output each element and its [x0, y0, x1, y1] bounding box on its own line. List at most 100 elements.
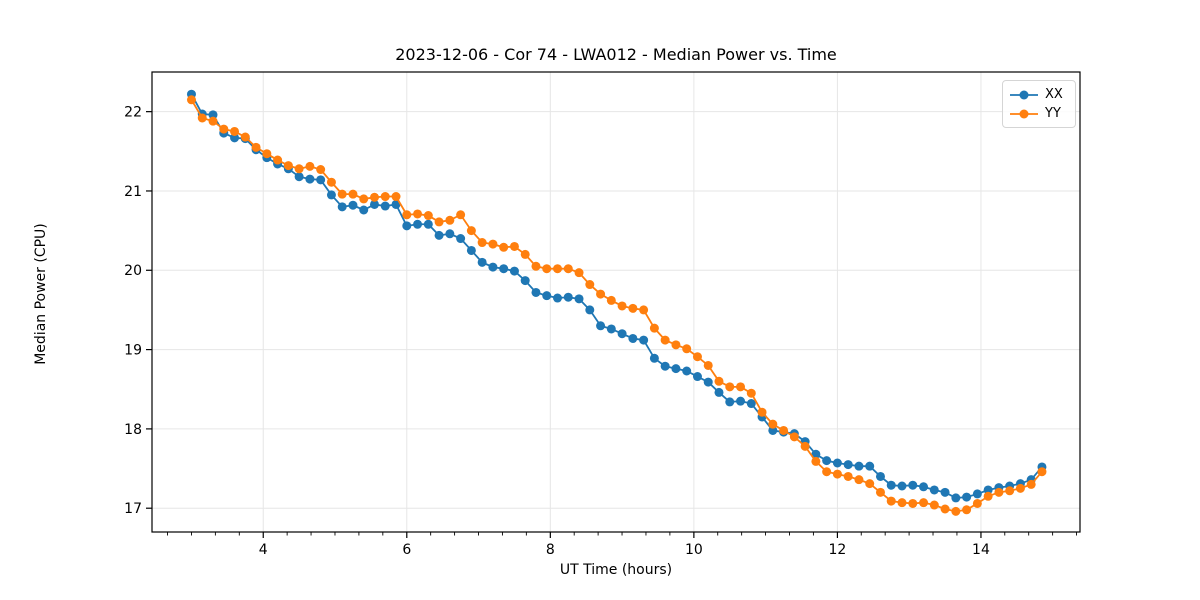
series-yy-marker [736, 382, 746, 392]
series-yy-marker [326, 177, 336, 187]
series-yy-marker [531, 261, 541, 271]
series-yy-marker [746, 388, 756, 398]
y-tick-label: 22 [124, 105, 142, 121]
grid [152, 72, 1080, 532]
y-tick-label: 17 [124, 501, 142, 517]
series-xx-marker [305, 174, 315, 184]
x-tick-label: 14 [972, 542, 990, 558]
series-yy-marker [897, 498, 907, 508]
series-xx-marker [294, 172, 304, 182]
series-xx-marker [854, 461, 864, 471]
series-xx-marker [617, 329, 627, 339]
series-yy-marker [283, 161, 293, 171]
series-xx-marker [951, 493, 961, 503]
series-xx-marker [875, 471, 885, 481]
series-yy-marker [488, 239, 498, 249]
series-xx-marker [908, 480, 918, 490]
series-yy-marker [886, 496, 896, 506]
series-xx-marker [326, 190, 336, 200]
series-yy-marker [456, 210, 466, 220]
series-xx-marker [456, 234, 466, 244]
series-xx-marker [886, 480, 896, 490]
series-xx-marker [919, 482, 929, 492]
series-xx-marker [337, 202, 347, 212]
series-xx-marker [553, 293, 563, 303]
series-yy-marker [240, 132, 250, 142]
x-tick-label: 4 [259, 542, 268, 558]
series-yy-marker [391, 192, 401, 202]
series-xx-marker [423, 219, 433, 229]
series-yy-marker [919, 498, 929, 508]
series-xx-marker [477, 257, 487, 267]
series-xx-marker [348, 200, 358, 210]
series-yy-marker [865, 479, 875, 489]
series-xx-marker [413, 219, 423, 229]
series-yy-marker [466, 226, 476, 236]
series-yy-marker [542, 264, 552, 274]
legend-item-xx: XX [1009, 85, 1073, 104]
series-yy-marker [617, 301, 627, 311]
series-yy-marker [994, 487, 1004, 497]
series-xx-marker [703, 377, 713, 387]
series-xx-marker [660, 361, 670, 371]
series-xx-marker [962, 492, 972, 502]
series-xx-marker [983, 485, 993, 495]
series-xx-marker [682, 366, 692, 376]
series-xx-marker [369, 199, 379, 209]
series-yy-marker [423, 211, 433, 221]
series-yy-marker [692, 352, 702, 362]
series-yy-marker [951, 506, 961, 516]
series-xx-marker [445, 229, 455, 239]
series-yy-marker [305, 161, 315, 171]
series-yy-marker [585, 280, 595, 290]
legend: XX YY [1002, 80, 1076, 128]
x-tick-label: 8 [546, 542, 555, 558]
series-yy-marker [208, 116, 218, 126]
series-yy-marker [1015, 483, 1025, 493]
series-yy-marker [983, 491, 993, 501]
series-xx-marker [574, 294, 584, 304]
legend-label-yy: YY [1045, 106, 1061, 121]
series-yy-marker [1026, 479, 1036, 489]
series-xx-marker [897, 481, 907, 491]
series-yy-marker [294, 164, 304, 174]
series-xx-marker [768, 425, 778, 435]
series-yy-marker [843, 471, 853, 481]
series-yy-marker [1005, 486, 1015, 496]
series-yy-marker [574, 268, 584, 278]
series-yy [186, 95, 1047, 516]
series-yy-marker [875, 487, 885, 497]
series-xx-marker [746, 399, 756, 409]
series-yy-marker [811, 456, 821, 466]
chart-title: 2023-12-06 - Cor 74 - LWA012 - Median Po… [395, 45, 837, 64]
series-xx-marker [822, 456, 832, 466]
series-yy-marker [359, 194, 369, 204]
series-yy-marker [477, 238, 487, 248]
legend-label-xx: XX [1045, 87, 1063, 102]
series-yy-marker [499, 242, 509, 252]
series-xx-marker [714, 387, 724, 397]
series-yy-marker [929, 500, 939, 510]
y-axis-label-text: Median Power (CPU) [33, 223, 50, 365]
series-yy-marker [434, 217, 444, 227]
series-xx-marker [639, 335, 649, 345]
legend-swatch-yy-line-marker-icon [1010, 109, 1038, 118]
y-tick-label: 20 [124, 263, 142, 279]
y-tick-label: 18 [124, 422, 142, 438]
series-yy-marker [186, 95, 196, 105]
series-yy-line [190, 99, 1043, 513]
series-xx-marker [499, 264, 509, 274]
series-yy-marker [714, 376, 724, 386]
series-yy-marker [649, 323, 659, 333]
y-tick-label: 21 [124, 184, 142, 200]
series-xx-marker [531, 287, 541, 297]
series-xx-marker [725, 397, 735, 407]
series-yy-marker [940, 504, 950, 514]
series-yy-marker [251, 142, 261, 152]
series-yy-marker [553, 264, 563, 274]
ticks [146, 111, 1077, 538]
series-yy-marker [230, 126, 240, 136]
series-yy-marker [197, 113, 207, 123]
series-yy-marker [348, 189, 358, 199]
